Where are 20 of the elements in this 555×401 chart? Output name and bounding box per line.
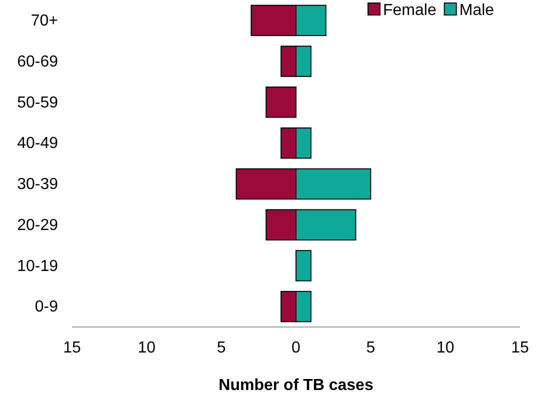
y-tick-label: 50-59 bbox=[17, 94, 58, 112]
bar bbox=[296, 250, 312, 282]
x-axis-title: Number of TB cases bbox=[218, 377, 374, 394]
legend-label: Female bbox=[383, 2, 436, 19]
y-tick-label: 10-19 bbox=[17, 258, 58, 275]
y-tick-label: 20-29 bbox=[17, 216, 58, 234]
y-tick-label: 30-39 bbox=[17, 176, 58, 194]
y-tick-label: 70+ bbox=[30, 12, 58, 30]
x-tick-label: 5 bbox=[366, 339, 376, 356]
x-tick-label: 15 bbox=[511, 339, 529, 356]
y-tick-label: 60-69 bbox=[17, 53, 58, 70]
x-tick-label: 0 bbox=[292, 339, 301, 356]
x-tick-label: 5 bbox=[216, 339, 226, 356]
y-tick-label: 40-49 bbox=[17, 135, 58, 152]
x-tick-label: 10 bbox=[436, 339, 454, 356]
bar bbox=[266, 86, 296, 118]
x-tick-label: 15 bbox=[63, 339, 81, 356]
legend-label: Male bbox=[459, 2, 494, 19]
x-tick-label: 10 bbox=[138, 339, 156, 356]
y-tick-label: 0-9 bbox=[34, 298, 58, 316]
